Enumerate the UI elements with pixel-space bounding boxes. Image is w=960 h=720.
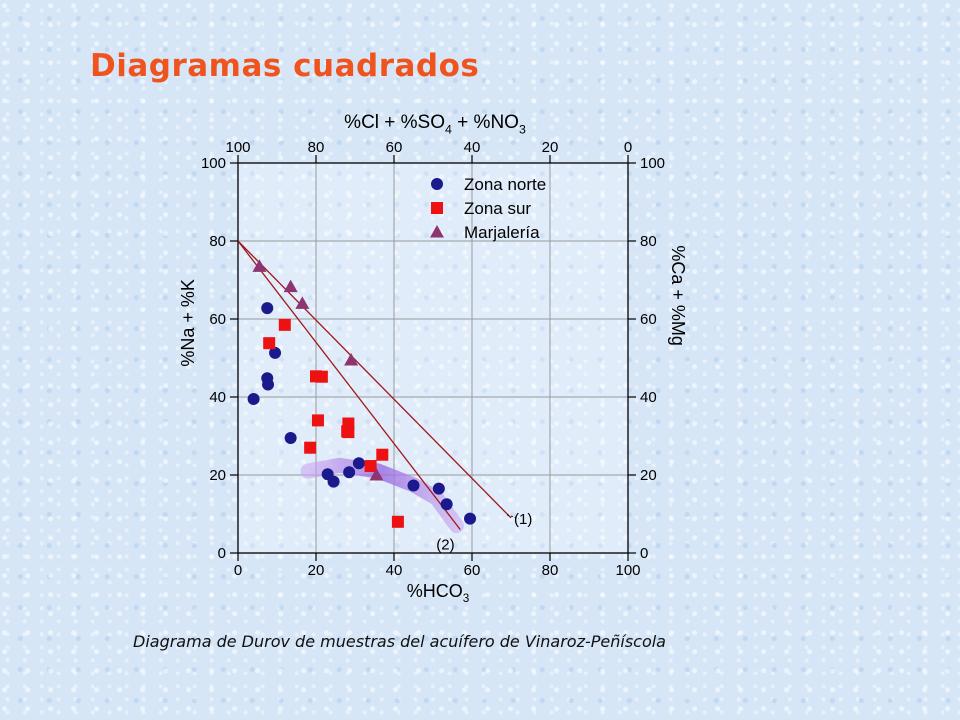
x-tick-label: 40 (386, 562, 403, 579)
data-point-circle (407, 479, 420, 492)
top-tick-label: 100 (225, 139, 250, 156)
data-point-circle (261, 302, 274, 315)
y-tick-label: 0 (218, 545, 226, 562)
y-axis-label: %Na + %K (178, 279, 198, 367)
data-point-circle (269, 346, 282, 359)
data-point-circle (440, 498, 453, 511)
data-point-circle (247, 392, 260, 405)
legend-marker-square (431, 202, 443, 214)
page-title: Diagramas cuadrados (90, 48, 480, 84)
data-point-square (391, 515, 404, 528)
data-point-circle (327, 475, 340, 488)
x-tick-label: 100 (615, 562, 640, 579)
right-tick-label: 60 (640, 311, 657, 328)
legend-marker-circle (431, 178, 443, 190)
legend-marker-triangle (430, 225, 444, 238)
data-point-square (364, 460, 377, 473)
data-point-square (304, 441, 317, 454)
data-point-square (342, 426, 355, 439)
legend-label: Zona sur (464, 199, 531, 218)
data-point-circle (464, 512, 477, 525)
right-tick-label: 100 (640, 155, 665, 172)
top-tick-label: 0 (624, 139, 632, 156)
data-point-triangle (369, 468, 384, 481)
top-tick-label: 20 (542, 139, 559, 156)
y-tick-label: 100 (201, 155, 226, 172)
data-point-circle (343, 466, 356, 479)
y-tick-label: 20 (209, 467, 226, 484)
trend-line-label-2: (2) (436, 537, 454, 554)
legend-label: Zona norte (464, 175, 546, 194)
top-tick-label: 40 (464, 139, 481, 156)
x-tick-label: 60 (464, 562, 481, 579)
x-tick-label: 20 (308, 562, 325, 579)
x-tick-label: 0 (234, 562, 242, 579)
data-point-square (311, 414, 324, 427)
trend-line-2 (237, 240, 461, 530)
data-point-triangle (283, 279, 298, 293)
right-axis-label: %Ca + %Mg (668, 245, 688, 346)
data-point-circle (432, 482, 445, 495)
legend-label: Marjalería (464, 223, 540, 242)
data-point-circle (284, 431, 297, 444)
top-axis-label: %Cl + %SO4 + %NO3 (344, 112, 526, 136)
data-point-square (263, 337, 276, 350)
data-point-square (278, 318, 291, 331)
data-point-triangle (295, 296, 310, 309)
trend-line-label-1: (1) (514, 511, 532, 528)
y-tick-label: 80 (209, 233, 226, 250)
y-tick-label: 40 (209, 389, 226, 406)
right-tick-label: 80 (640, 233, 657, 250)
data-point-triangle (252, 259, 267, 272)
x-tick-label: 80 (542, 562, 559, 579)
data-point-triangle (344, 352, 359, 366)
top-tick-label: 60 (386, 139, 403, 156)
data-point-square (315, 370, 328, 383)
right-tick-label: 40 (640, 389, 657, 406)
data-point-square (376, 448, 389, 461)
trend-line-1 (237, 240, 512, 519)
data-point-circle (352, 457, 365, 470)
plot-frame (237, 162, 629, 554)
right-tick-label: 0 (640, 545, 648, 562)
data-point-circle (262, 378, 275, 391)
right-tick-label: 20 (640, 467, 657, 484)
figure-caption: Diagrama de Durov de muestras del acuífe… (133, 632, 666, 651)
x-axis-label: %HCO3 (407, 581, 470, 605)
top-tick-label: 80 (308, 139, 325, 156)
y-tick-label: 60 (209, 311, 226, 328)
